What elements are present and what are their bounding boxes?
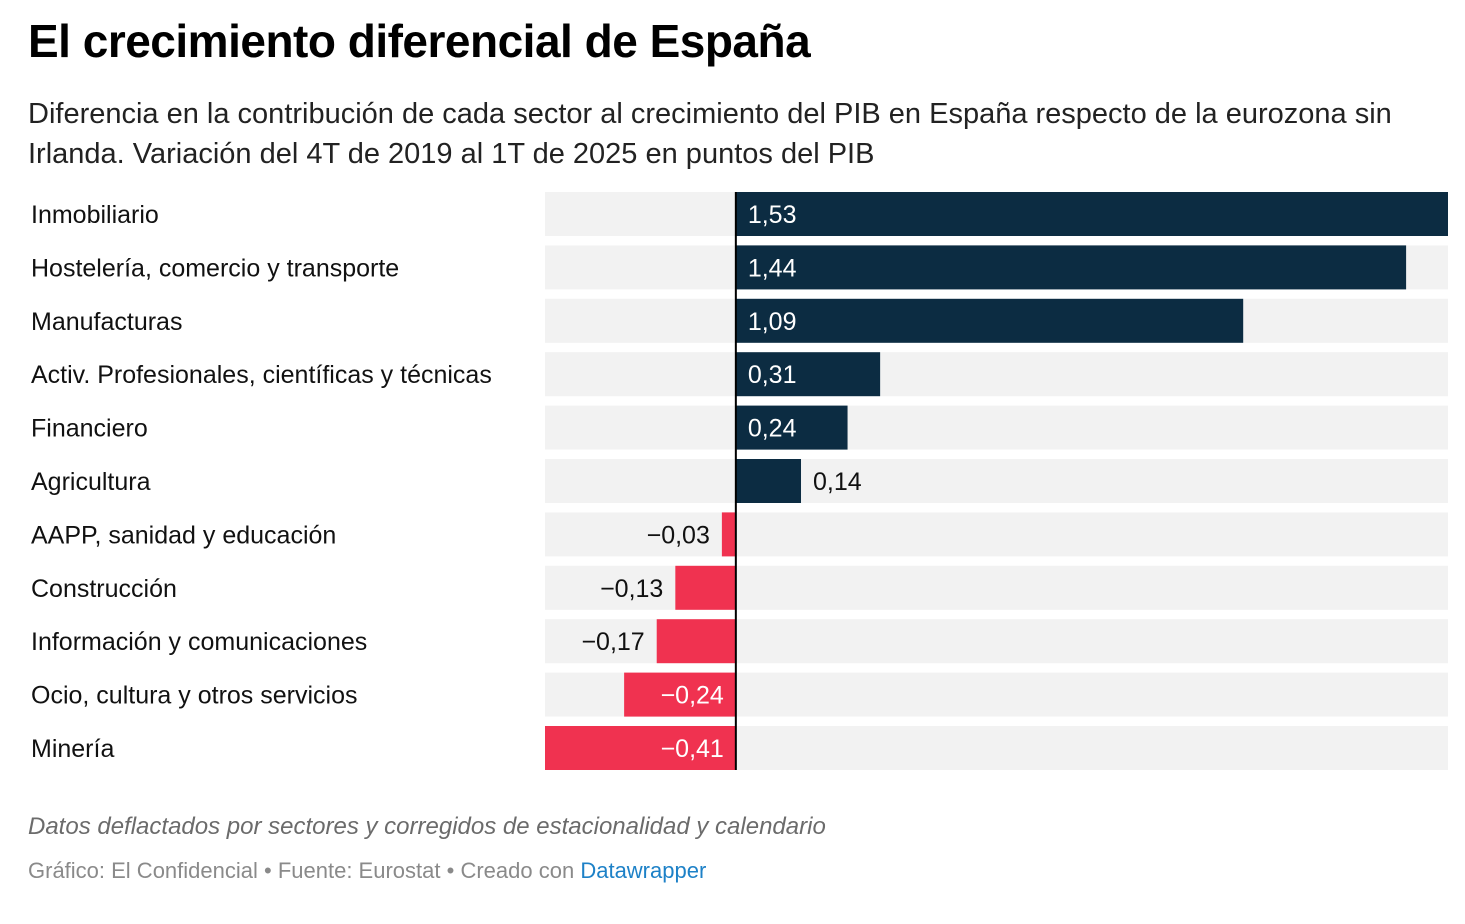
category-label: Financiero: [31, 415, 148, 443]
category-label: Información y comunicaciones: [31, 628, 367, 656]
value-label: −0,24: [661, 682, 724, 710]
footer-chart-by: Gráfico: El Confidencial: [28, 858, 258, 883]
chart-footer: Gráfico: El Confidencial • Fuente: Euros…: [28, 858, 706, 884]
chart-title: El crecimiento diferencial de España: [28, 15, 811, 67]
bar: [656, 619, 736, 664]
category-label: Construcción: [31, 575, 177, 603]
bar-track: [545, 459, 1448, 503]
bar: [735, 245, 1407, 290]
value-label: −0,17: [581, 628, 644, 656]
bar: [675, 565, 736, 610]
category-label: Inmobiliario: [31, 201, 159, 229]
datawrapper-link[interactable]: Datawrapper: [580, 858, 707, 883]
value-label: −0,13: [600, 575, 663, 603]
bar: [735, 459, 802, 503]
category-label: Agricultura: [31, 468, 151, 496]
footer-separator: •: [264, 858, 272, 883]
bar-track: [545, 352, 1448, 397]
bar-track: [545, 405, 1448, 450]
value-label: 1,09: [748, 308, 797, 336]
bar: [721, 512, 736, 557]
bar-track: [545, 512, 1448, 557]
value-label: 0,24: [748, 415, 797, 443]
category-label: Hostelería, comercio y transporte: [31, 254, 399, 282]
value-label: 1,53: [748, 201, 797, 229]
value-label: 1,44: [748, 254, 797, 282]
bar: [735, 192, 1448, 236]
bar: [624, 672, 736, 717]
chart-notes: Datos deflactados por sectores y corregi…: [28, 813, 826, 840]
category-label: Ocio, cultura y otros servicios: [31, 682, 358, 710]
category-label: AAPP, sanidad y educación: [31, 521, 336, 549]
bar: [735, 352, 881, 397]
footer-source: Fuente: Eurostat: [277, 858, 441, 883]
bar: [735, 298, 1244, 343]
footer-created-with: Creado con: [460, 858, 575, 883]
value-label: −0,41: [661, 735, 724, 763]
category-label: Activ. Profesionales, científicas y técn…: [31, 361, 492, 389]
bar: [545, 726, 736, 770]
value-label: −0,03: [647, 521, 710, 549]
value-label: 0,31: [748, 361, 797, 389]
category-label: Manufacturas: [31, 308, 182, 336]
footer-separator: •: [446, 858, 455, 883]
category-label: Minería: [31, 735, 114, 763]
chart-subtitle: Diferencia en la contribución de cada se…: [28, 98, 1392, 170]
value-label: 0,14: [813, 468, 862, 496]
bar: [735, 405, 848, 450]
